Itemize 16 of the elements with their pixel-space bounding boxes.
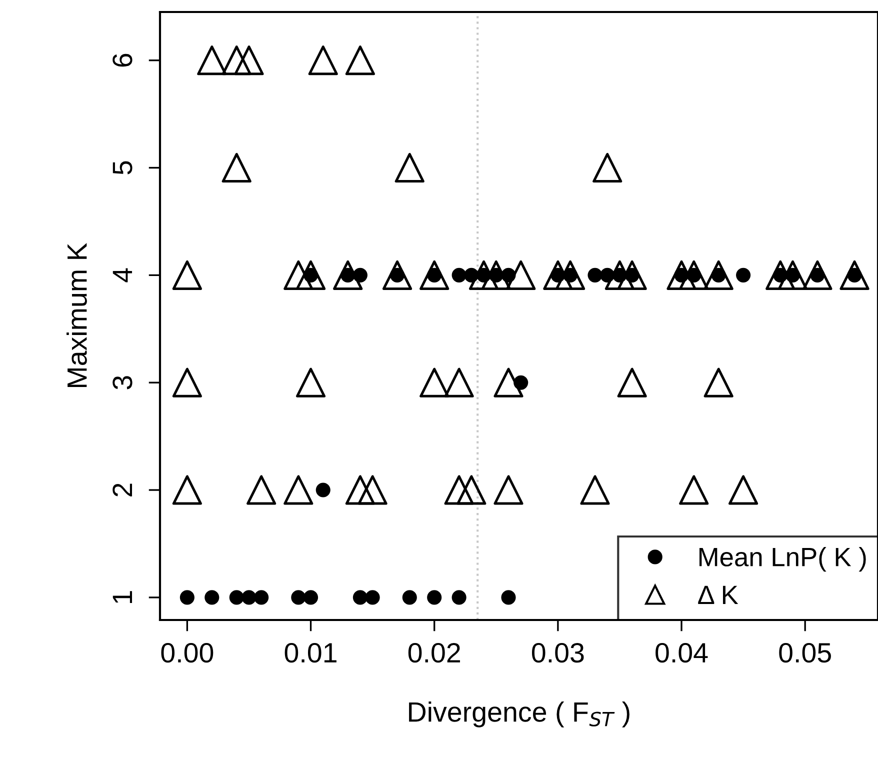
x-tick-label: 0.05: [779, 642, 831, 663]
x-tick-label: 0.02: [408, 642, 460, 663]
x-tick-label: 0.00: [161, 642, 214, 663]
x-tick-label: 0.04: [656, 642, 708, 663]
legend-label: Mean LnP( K ): [699, 547, 866, 572]
y-tick-label: 5: [112, 161, 132, 174]
y-tick-label: 2: [112, 484, 132, 496]
y-tick-label: 6: [112, 54, 132, 67]
y-tick-label: 4: [112, 268, 132, 282]
x-tick-label: 0.01: [284, 642, 336, 663]
legend-label: Δ K: [698, 586, 738, 604]
y-tick-label: 3: [112, 376, 132, 390]
x-tick-label: 0.03: [532, 642, 584, 663]
y-tick-label: 1: [112, 591, 132, 604]
x-axis-title: Divergence ( F$_{ST}$ ): [409, 701, 630, 728]
y-axis-title: Maximum K: [66, 243, 87, 388]
